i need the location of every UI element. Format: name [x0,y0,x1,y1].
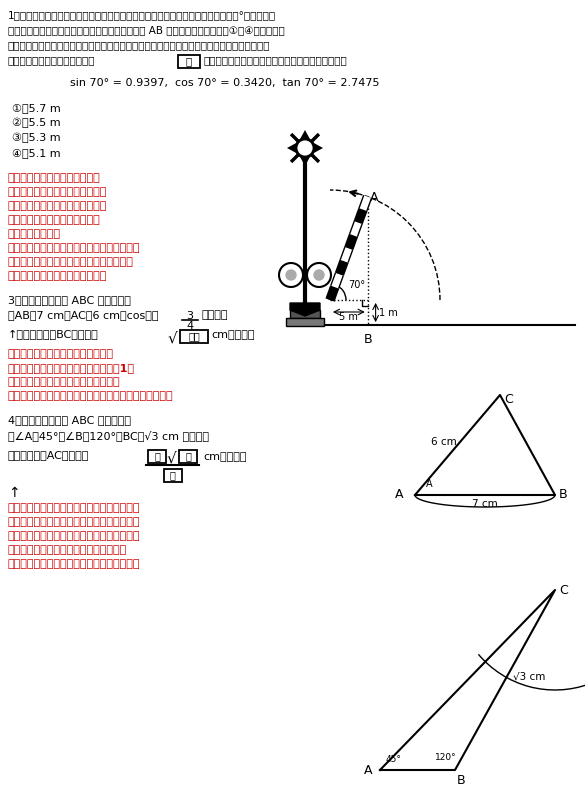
Text: カ: カ [154,451,160,462]
Text: 練習しましょう。一度覚えてしまえば、: 練習しましょう。一度覚えてしまえば、 [8,545,128,555]
Text: 過去問で練習しておきましょう。: 過去問で練習しておきましょう。 [8,271,108,281]
Circle shape [307,263,331,287]
Text: B: B [457,774,466,787]
FancyBboxPatch shape [163,469,181,482]
Text: 45°: 45° [386,755,402,764]
Text: cmである。: cmである。 [203,453,246,462]
Text: 70°: 70° [348,280,365,290]
Text: こちらは正弦定理を使って解く、おきまりの: こちらは正弦定理を使って解く、おきまりの [8,503,140,513]
Text: まずは、公式を見ながら、あてはめ方を覚えましょう。: まずは、公式を見ながら、あてはめ方を覚えましょう。 [8,391,174,401]
Text: ク: ク [170,470,175,480]
Circle shape [296,139,314,157]
Text: ①　5.7 m: ① 5.7 m [12,103,61,113]
Text: 最も適当なものを一つ選べ。ただし，遅断機のバーは地上から１ｍの高さに取り付けられて: 最も適当なものを一つ選べ。ただし，遅断機のバーは地上から１ｍの高さに取り付けられ… [8,40,270,50]
Text: 3　右の図の三角形 ABC において，: 3 右の図の三角形 ABC において， [8,295,131,305]
Text: B: B [559,488,567,501]
Text: ③　5.3 m: ③ 5.3 m [12,133,61,144]
Text: 難しそうな問題に見えますが、: 難しそうな問題に見えますが、 [8,173,101,183]
Text: 4: 4 [187,321,194,331]
Text: 1 m: 1 m [378,307,397,317]
Text: 余弦定理を使って解く、おきまりの: 余弦定理を使って解く、おきまりの [8,349,114,359]
Text: A: A [363,763,372,776]
Text: √3 cm: √3 cm [513,672,545,682]
Text: である。: である。 [201,310,228,320]
FancyBboxPatch shape [286,318,324,326]
FancyBboxPatch shape [178,55,200,68]
Text: 。必要であれば，次の三角比の値を利用すること。: 。必要であれば，次の三角比の値を利用すること。 [203,55,347,65]
Text: ②　5.5 m: ② 5.5 m [12,118,61,128]
Text: 120°: 120° [435,753,457,762]
FancyBboxPatch shape [179,450,197,463]
Text: サイズを求める問題が出題されますので、: サイズを求める問題が出題されますので、 [8,257,134,267]
Text: 1　下の図のような遅断機がある。長さ５ｍの遥断機のバーが水平な状態から７０°の角度まで: 1 下の図のような遅断機がある。長さ５ｍの遥断機のバーが水平な状態から７０°の角… [8,10,276,20]
Text: √: √ [168,330,178,345]
FancyBboxPatch shape [148,450,166,463]
Text: A: A [370,190,378,203]
Text: 3: 3 [187,311,194,321]
Text: 上がったとき，地上からバーの先端までの高さ AB はおよそ何ｍか。次の①〜④のうちから: 上がったとき，地上からバーの先端までの高さ AB はおよそ何ｍか。次の①〜④のう… [8,25,285,35]
Text: この問題はらくらくクリアできるでしょう。: この問題はらくらくクリアできるでしょう。 [8,559,140,569]
Polygon shape [287,142,298,154]
FancyBboxPatch shape [290,310,320,318]
Text: ④　5.1 m: ④ 5.1 m [12,148,61,158]
Text: ア: ア [186,56,192,66]
Text: 4　右の図の三角形 ABC において，: 4 右の図の三角形 ABC において， [8,415,131,425]
Text: エオ: エオ [188,332,200,341]
Polygon shape [311,142,323,154]
Text: キ: キ [185,451,191,462]
Text: 5 m: 5 m [339,312,358,322]
Text: cmである。: cmである。 [211,330,254,340]
Text: B: B [363,333,372,346]
Text: で、しかも分数の形をしているので、十分に: で、しかも分数の形をしているので、十分に [8,531,140,541]
Text: ∠A＝45°，∠B＝120°，BC＝√3 cm である。: ∠A＝45°，∠B＝120°，BC＝√3 cm である。 [8,430,209,441]
Text: いるものとする。解答番号は: いるものとする。解答番号は [8,55,95,65]
Text: パターン問題。ただ、余弦定理は数学1で: パターン問題。ただ、余弦定理は数学1で [8,363,135,373]
Text: 三角比の基礎の基礎の問題です。: 三角比の基礎の基礎の問題です。 [8,187,108,197]
Text: 習う公式の中で、一番長い公式です。: 習う公式の中で、一番長い公式です。 [8,377,121,387]
Text: sin 70° = 0.9397,  cos 70° = 0.3420,  tan 70° = 2.7475: sin 70° = 0.9397, cos 70° = 0.3420, tan … [70,78,380,88]
Text: パターン問題。見慣れない形をしている公式: パターン問題。見慣れない形をしている公式 [8,517,140,527]
Text: AB＝7 cm，AC＝6 cm，cosＡ＝: AB＝7 cm，AC＝6 cm，cosＡ＝ [8,310,159,320]
Text: A: A [394,488,403,501]
Circle shape [286,270,296,280]
Circle shape [314,270,324,280]
Text: 7 cm: 7 cm [472,499,498,509]
Text: A: A [426,479,432,489]
Text: 簡単に解けます。: 簡単に解けます。 [8,229,61,239]
Text: このとき，ACの長さは: このとき，ACの長さは [8,450,90,460]
Text: √: √ [167,450,177,465]
Polygon shape [290,303,320,316]
Circle shape [279,263,303,287]
Polygon shape [298,130,311,142]
Polygon shape [298,154,311,166]
Text: 毎回、ビルの高さや橋の長さなど、建造物の: 毎回、ビルの高さや橋の長さなど、建造物の [8,243,140,253]
Text: C: C [504,393,512,406]
Text: 三角比の定義をあてはめれば、: 三角比の定義をあてはめれば、 [8,215,101,225]
Text: ↑　このとき，BCの長さは: ↑ このとき，BCの長さは [8,330,99,340]
Text: ↑: ↑ [8,486,20,500]
Text: 6 cm: 6 cm [431,437,456,447]
Text: 図の中に直角三角形を見つけて、: 図の中に直角三角形を見つけて、 [8,201,108,211]
FancyBboxPatch shape [180,330,208,343]
Text: C: C [559,583,568,596]
